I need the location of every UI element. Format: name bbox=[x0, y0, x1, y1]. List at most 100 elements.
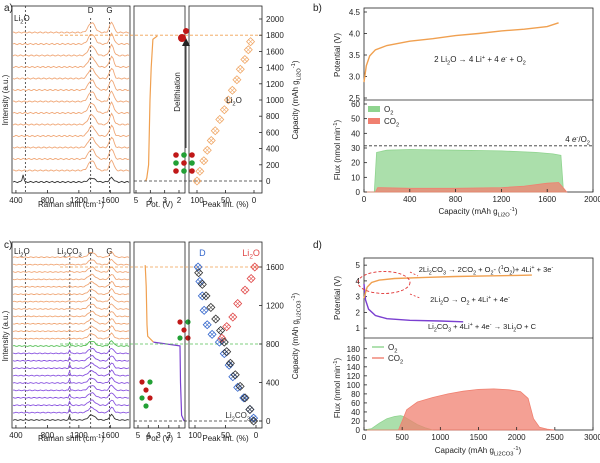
reaction-label-3: Li2CO3 + 4Li+ + 4e- → 3Li2O + C bbox=[428, 322, 537, 334]
text-part: 2 bbox=[20, 253, 23, 259]
series-label-li2o-a: Li2O bbox=[226, 96, 242, 108]
peak-marker-1 bbox=[246, 274, 256, 284]
potential-xlabel-c: Pot. (V) bbox=[146, 434, 173, 443]
peak-marker-2 bbox=[222, 347, 232, 357]
peak-xlabel-a: Peak Int. (%) bbox=[202, 200, 249, 209]
capacity-y-tick-c: 800 bbox=[266, 340, 280, 349]
peak-marker-1 bbox=[228, 312, 238, 322]
peak-label-li2co3-c: Li2CO3 bbox=[57, 247, 82, 259]
text-part: -1 bbox=[96, 434, 101, 440]
text-part: + 4Li bbox=[451, 322, 470, 331]
legend-swatch-o2-b bbox=[368, 106, 380, 112]
marker-cross bbox=[234, 77, 240, 83]
capacity-y-tick-a: 600 bbox=[266, 128, 280, 137]
raman-spectrum bbox=[12, 159, 130, 172]
marker-cross bbox=[208, 304, 214, 311]
text-part: Li bbox=[225, 411, 231, 420]
peak-marker-2 bbox=[249, 416, 259, 426]
crystal-atom bbox=[173, 160, 179, 166]
marker-cross bbox=[217, 116, 223, 123]
flux-xlabel-d: Capacity (mAh gLi2CO3-1) bbox=[435, 446, 522, 458]
flux-x-tick-b: 400 bbox=[403, 195, 417, 204]
peak-label-li2o-c: Li2O bbox=[14, 247, 30, 259]
marker-cross bbox=[213, 316, 219, 322]
text-part: Li2CO3 bbox=[297, 301, 303, 321]
capacity-y-tick-a: 200 bbox=[266, 161, 280, 170]
text-part: 2 bbox=[249, 254, 253, 261]
raman-spectrum-c bbox=[12, 250, 130, 259]
peak-marker-2 bbox=[245, 404, 255, 414]
raman-xlabel-c: Raman shift (cm-1) bbox=[38, 434, 104, 443]
marker-cross bbox=[194, 178, 200, 184]
capacity-y-tick-a: 1400 bbox=[266, 64, 284, 73]
text-part: O bbox=[253, 248, 260, 258]
raman-spectrum bbox=[12, 67, 130, 80]
marker-cross bbox=[203, 293, 209, 299]
marker-cross bbox=[208, 137, 214, 144]
crystal-atom bbox=[143, 387, 149, 393]
raman-spectrum-c bbox=[12, 413, 130, 421]
li2o-marker bbox=[232, 75, 242, 85]
flux-x-tick-d: 1000 bbox=[431, 433, 449, 442]
flux-x-tick-d: 2500 bbox=[546, 433, 564, 442]
text-part: Li bbox=[428, 322, 434, 331]
peak-marker-1 bbox=[217, 333, 227, 343]
panel-label-d: d) bbox=[313, 240, 322, 251]
li2o-marker bbox=[235, 64, 245, 74]
text-part: 1 bbox=[501, 265, 504, 271]
raman-spectrum-c bbox=[12, 406, 130, 414]
peak-marker-2 bbox=[201, 291, 211, 301]
peak-x-tick: 0 bbox=[252, 196, 257, 205]
text-part: Li2O bbox=[297, 68, 303, 81]
li2o-marker bbox=[199, 156, 209, 166]
potential-x-tick-c: 1 bbox=[177, 431, 182, 440]
li2o-marker bbox=[240, 54, 250, 65]
text-part: -1 bbox=[333, 361, 339, 366]
text-part: Flux (nmol min bbox=[333, 366, 342, 418]
raman-frame-a bbox=[11, 5, 131, 194]
flux-y-tick-d: 0 bbox=[356, 426, 361, 435]
marker-cross bbox=[242, 287, 248, 293]
text-part: ) bbox=[291, 292, 300, 295]
crystal-atom bbox=[177, 319, 183, 325]
crystal-atom bbox=[139, 379, 145, 385]
text-part: ) bbox=[333, 120, 342, 123]
marker-cross bbox=[241, 395, 247, 401]
potential-y-tick-b: 4.5 bbox=[349, 8, 361, 17]
flux-y-tick-d: 120 bbox=[347, 372, 361, 381]
flux-y-tick-b: 30 bbox=[351, 144, 360, 153]
marker-cross bbox=[217, 327, 224, 334]
flux-y-tick-b: 20 bbox=[351, 159, 360, 168]
text-part: -1 bbox=[513, 446, 518, 452]
peak-label-d-c: D bbox=[88, 247, 94, 256]
text-part: ) bbox=[101, 200, 104, 209]
text-part: O bbox=[504, 265, 510, 274]
marker-cross bbox=[237, 66, 244, 72]
raman-spectrum-c bbox=[12, 303, 130, 310]
crystal-atom bbox=[181, 152, 187, 158]
peak-marker-2 bbox=[219, 337, 229, 347]
text-part: - bbox=[490, 322, 492, 328]
capacity-y-tick-a: 400 bbox=[266, 145, 280, 154]
crystal-atom bbox=[185, 319, 191, 325]
marker-cross bbox=[247, 38, 254, 45]
flux-x-tick-d: 500 bbox=[395, 433, 409, 442]
marker-cross bbox=[209, 331, 215, 338]
crystal-atom bbox=[177, 335, 183, 341]
potential-x-tick-c: 3 bbox=[156, 431, 161, 440]
text-part: - bbox=[576, 135, 578, 141]
flux-xlabel-b: Capacity (mAh gLi2O-1) bbox=[438, 207, 517, 219]
capacity-y-tick-a: 800 bbox=[266, 112, 280, 121]
text-part: Li2CO3 bbox=[494, 452, 514, 458]
raman-ylabel-c: Intensity (a.u.) bbox=[1, 310, 10, 361]
marker-cross bbox=[232, 372, 238, 378]
text-part: Li bbox=[14, 14, 20, 23]
raman-ylabel-a: Intensity (a.u.) bbox=[1, 74, 10, 125]
marker-cross bbox=[216, 339, 223, 345]
raman-spectrum-c bbox=[12, 318, 130, 325]
text-part: - ( bbox=[493, 265, 501, 274]
crystal-atom bbox=[189, 160, 195, 166]
text-part: /O bbox=[578, 135, 586, 144]
peak-marker-2 bbox=[225, 358, 235, 368]
